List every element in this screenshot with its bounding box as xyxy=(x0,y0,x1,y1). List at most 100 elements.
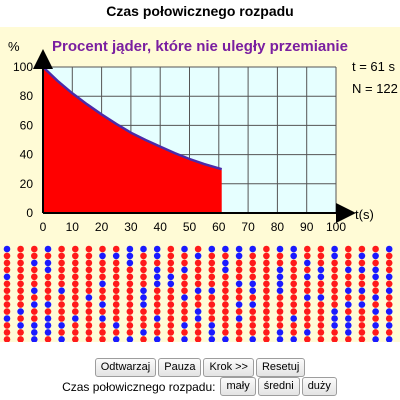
decayed-nucleus xyxy=(126,273,134,281)
decayed-nucleus xyxy=(263,280,270,288)
decayed-nucleus xyxy=(126,315,134,322)
decayed-nucleus xyxy=(140,322,147,329)
decayed-nucleus xyxy=(112,315,120,322)
decayed-nucleus xyxy=(31,273,38,281)
decayed-nucleus xyxy=(17,252,24,260)
decayed-nucleus xyxy=(235,308,243,315)
decayed-nucleus xyxy=(126,308,134,315)
decayed-nucleus xyxy=(85,266,93,274)
undecayed-nucleus xyxy=(153,273,161,281)
undecayed-nucleus xyxy=(235,245,243,253)
decayed-nucleus xyxy=(276,322,284,329)
decayed-nucleus xyxy=(276,259,284,267)
decayed-nucleus xyxy=(345,336,352,342)
decayed-nucleus xyxy=(58,273,65,281)
decayed-nucleus xyxy=(222,273,229,281)
undecayed-nucleus xyxy=(194,252,202,260)
decayed-nucleus xyxy=(112,301,120,308)
decayed-nucleus xyxy=(85,252,93,260)
decayed-nucleus xyxy=(99,322,106,329)
decayed-nucleus xyxy=(72,259,79,267)
x-tick-label: 20 xyxy=(95,220,109,234)
undecayed-nucleus xyxy=(358,287,366,295)
undecayed-nucleus xyxy=(222,259,229,267)
decayed-nucleus xyxy=(358,245,366,253)
half-life-controls: Czas połowicznego rozpadu: mały średni d… xyxy=(0,377,400,396)
y-tick-label: 80 xyxy=(20,89,34,103)
undecayed-nucleus xyxy=(290,252,298,260)
undecayed-nucleus xyxy=(167,273,175,281)
decayed-nucleus xyxy=(317,308,325,315)
decayed-nucleus xyxy=(385,252,393,260)
decayed-nucleus xyxy=(263,336,270,342)
decayed-nucleus xyxy=(72,245,79,253)
decayed-nucleus xyxy=(290,301,298,308)
decayed-nucleus xyxy=(194,336,202,342)
decayed-nucleus xyxy=(99,294,106,301)
reset-button[interactable]: Resetuj xyxy=(255,358,306,377)
decayed-nucleus xyxy=(3,252,11,260)
undecayed-nucleus xyxy=(249,245,256,253)
decayed-nucleus xyxy=(3,336,11,342)
decayed-nucleus xyxy=(112,266,120,274)
decayed-nucleus xyxy=(372,329,379,336)
x-tick-label: 50 xyxy=(183,220,197,234)
undecayed-nucleus xyxy=(208,245,216,253)
decayed-nucleus xyxy=(153,322,161,329)
decayed-nucleus xyxy=(58,301,65,308)
half-life-medium-button[interactable]: średni xyxy=(257,377,300,396)
undecayed-nucleus xyxy=(153,266,161,274)
half-life-small-button[interactable]: mały xyxy=(220,377,256,396)
x-tick-label: 0 xyxy=(40,220,47,234)
decayed-nucleus xyxy=(3,322,11,329)
decayed-nucleus xyxy=(345,280,352,288)
decayed-nucleus xyxy=(85,336,93,342)
decayed-nucleus xyxy=(153,301,161,308)
undecayed-nucleus xyxy=(276,336,284,342)
y-tick-label: 60 xyxy=(20,118,34,132)
decayed-nucleus xyxy=(263,273,270,281)
decayed-nucleus xyxy=(44,252,52,260)
undecayed-nucleus xyxy=(31,301,38,308)
play-button[interactable]: Odtwarzaj xyxy=(94,358,157,377)
half-life-large-button[interactable]: duży xyxy=(301,377,337,396)
undecayed-nucleus xyxy=(44,266,52,274)
count-readout: N = 122 xyxy=(352,81,398,96)
decayed-nucleus xyxy=(235,294,243,301)
undecayed-nucleus xyxy=(304,329,311,336)
decayed-nucleus xyxy=(167,252,175,260)
decayed-nucleus xyxy=(372,287,379,295)
undecayed-nucleus xyxy=(222,336,229,342)
decayed-nucleus xyxy=(208,259,216,267)
decayed-nucleus xyxy=(167,315,175,322)
undecayed-nucleus xyxy=(126,259,134,267)
decayed-nucleus xyxy=(44,294,52,301)
decayed-nucleus xyxy=(167,245,175,253)
decayed-nucleus xyxy=(263,294,270,301)
decayed-nucleus xyxy=(58,259,65,267)
pause-button[interactable]: Pauza xyxy=(158,358,202,377)
decayed-nucleus xyxy=(358,259,366,267)
decayed-nucleus xyxy=(358,329,366,336)
decayed-nucleus xyxy=(317,259,325,267)
decayed-nucleus xyxy=(126,329,134,336)
decayed-nucleus xyxy=(317,336,325,342)
decayed-nucleus xyxy=(3,294,11,301)
decayed-nucleus xyxy=(290,329,298,336)
decayed-nucleus xyxy=(194,294,202,301)
undecayed-nucleus xyxy=(112,322,120,329)
chart-title: Procent jąder, które nie uległy przemian… xyxy=(52,38,348,55)
y-tick-label: 20 xyxy=(20,177,34,191)
undecayed-nucleus xyxy=(276,266,284,274)
decayed-nucleus xyxy=(181,252,188,260)
decayed-nucleus xyxy=(385,301,393,308)
decayed-nucleus xyxy=(31,280,38,288)
decayed-nucleus xyxy=(99,287,106,295)
step-button[interactable]: Krok >> xyxy=(203,358,254,377)
undecayed-nucleus xyxy=(249,280,256,288)
decayed-nucleus xyxy=(72,287,79,295)
decayed-nucleus xyxy=(372,301,379,308)
decayed-nucleus xyxy=(99,336,106,342)
decayed-nucleus xyxy=(17,245,24,253)
y-tick-label: 40 xyxy=(20,148,34,162)
